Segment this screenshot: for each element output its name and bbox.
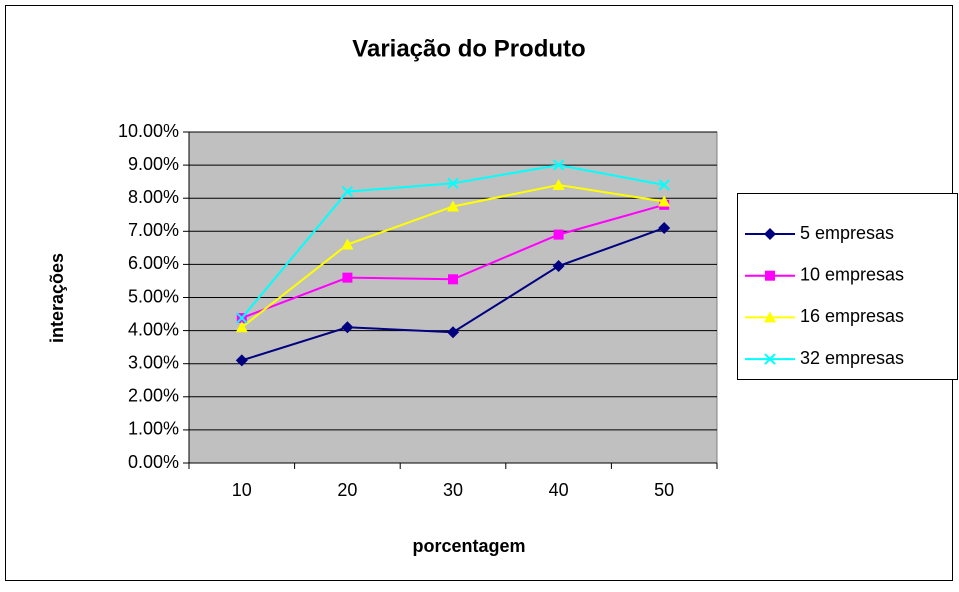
y-tick-label: 2.00% (128, 386, 179, 406)
y-tick-label: 10.00% (118, 121, 179, 141)
marker (341, 238, 354, 250)
marker (448, 274, 458, 285)
y-axis-label: interações (47, 253, 67, 343)
marker (235, 321, 248, 333)
x-tick-label: 40 (549, 480, 569, 500)
marker (658, 221, 671, 234)
x-tick-label: 50 (654, 480, 674, 500)
marker (552, 260, 565, 273)
marker (552, 178, 565, 190)
marker (553, 229, 564, 240)
marker (765, 270, 775, 281)
marker (341, 185, 354, 198)
legend (737, 193, 958, 380)
marker (764, 228, 776, 240)
chart-title: Variação do Produto (352, 35, 585, 62)
y-tick-label: 9.00% (128, 154, 179, 174)
y-tick-label: 8.00% (128, 187, 179, 207)
y-tick-label: 3.00% (128, 352, 179, 372)
legend-label: 32 empresas (800, 348, 904, 368)
x-tick-label: 30 (443, 480, 463, 500)
marker (552, 159, 565, 171)
x-tick-label: 10 (232, 480, 252, 500)
y-tick-label: 1.00% (128, 419, 179, 439)
marker (341, 321, 354, 334)
marker (447, 200, 459, 212)
marker (447, 326, 459, 339)
marker (447, 177, 459, 190)
y-tick-label: 0.00% (128, 452, 179, 472)
marker (764, 311, 776, 323)
marker (658, 179, 670, 191)
y-tick-label: 7.00% (128, 220, 179, 240)
legend-label: 16 empresas (800, 306, 904, 326)
y-tick-label: 4.00% (128, 319, 179, 339)
y-tick-label: 5.00% (128, 286, 179, 306)
y-tick-label: 6.00% (128, 253, 179, 273)
legend-label: 10 empresas (800, 264, 904, 284)
marker (764, 353, 776, 365)
marker (342, 272, 353, 283)
legend-label: 5 empresas (800, 223, 894, 243)
marker (658, 195, 671, 207)
marker (235, 354, 248, 367)
x-tick-label: 20 (337, 480, 357, 500)
x-axis-label: porcentagem (412, 536, 525, 556)
marker (236, 312, 248, 324)
